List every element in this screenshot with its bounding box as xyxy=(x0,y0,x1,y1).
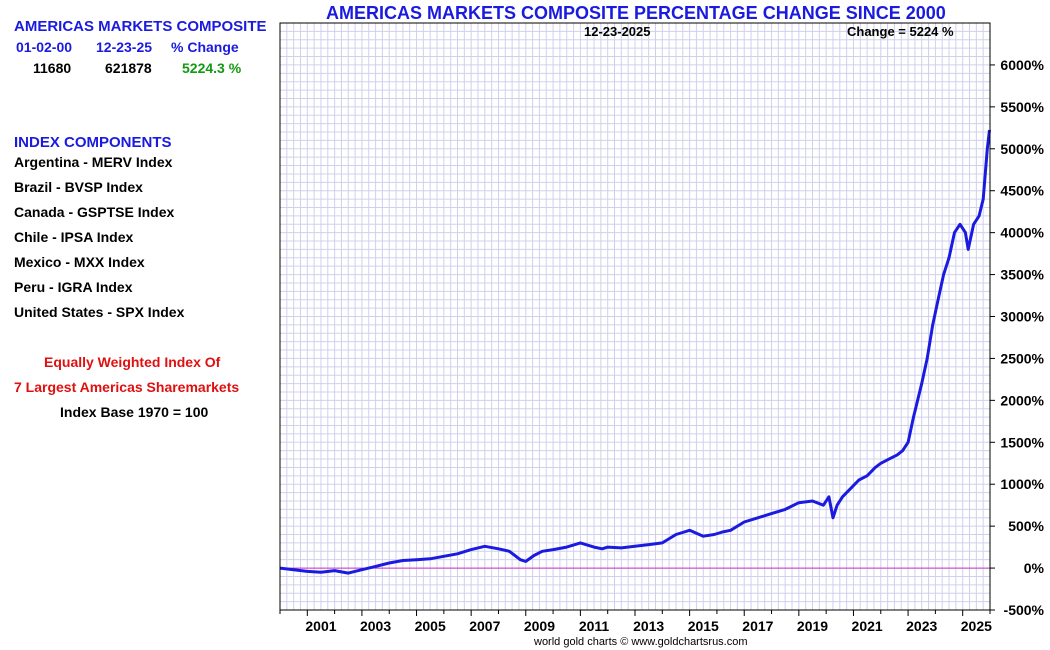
y-tick-label: -500% xyxy=(1004,602,1045,618)
end-value: 621878 xyxy=(105,60,152,76)
component-item: Peru - IGRA Index xyxy=(14,279,133,295)
x-axis: 2001 2003 2005 2007 2009 2011 2013 2015 2017 2019… xyxy=(279,610,992,634)
pct-change-header: % Change xyxy=(171,39,239,55)
y-tick-label: 6000% xyxy=(1000,57,1044,73)
x-tick-label: 2011 xyxy=(579,618,610,634)
y-tick-label: 500% xyxy=(1008,518,1044,534)
x-tick-label: 2007 xyxy=(469,618,500,634)
x-tick-label: 2021 xyxy=(852,618,883,634)
y-axis: -500% 0% 500% 1000% 1500% 2000% 2500% 3000% 3500… xyxy=(990,57,1045,618)
chart-date-label: 12-23-2025 xyxy=(584,24,651,39)
end-date-header: 12-23-25 xyxy=(96,39,153,55)
x-tick-label: 2009 xyxy=(524,618,555,634)
y-tick-label: 2500% xyxy=(1000,350,1044,366)
pct-change-value: 5224.3 % xyxy=(182,60,242,76)
y-tick-label: 2000% xyxy=(1000,392,1044,408)
credit: world gold charts © www.goldchartsrus.co… xyxy=(534,636,748,648)
y-tick-label: 3000% xyxy=(1000,309,1044,325)
chart-title: AMERICAS MARKETS COMPOSITE PERCENTAGE CH… xyxy=(326,3,946,23)
series-group xyxy=(279,129,991,575)
x-tick-label: 2015 xyxy=(688,618,719,634)
x-tick-label: 2003 xyxy=(360,618,391,634)
component-item: United States - SPX Index xyxy=(14,304,185,320)
description-line-3: Index Base 1970 = 100 xyxy=(60,404,209,420)
component-item: Argentina - MERV Index xyxy=(14,154,173,170)
x-tick-label: 2017 xyxy=(742,618,773,634)
component-item: Chile - IPSA Index xyxy=(14,229,134,245)
grid xyxy=(279,22,991,611)
y-tick-label: 4000% xyxy=(1000,225,1044,241)
start-value: 11680 xyxy=(33,60,72,76)
x-tick-label: 2005 xyxy=(415,618,446,634)
component-item: Brazil - BVSP Index xyxy=(14,179,143,195)
component-item: Mexico - MXX Index xyxy=(14,254,145,270)
summary-title: AMERICAS MARKETS COMPOSITE xyxy=(14,18,267,35)
y-tick-label: 5000% xyxy=(1000,141,1044,157)
y-tick-label: 1000% xyxy=(1000,476,1044,492)
description-line-1: Equally Weighted Index Of xyxy=(44,354,221,370)
x-tick-label: 2023 xyxy=(906,618,937,634)
y-tick-label: 0% xyxy=(1024,560,1045,576)
y-tick-label: 5500% xyxy=(1000,99,1044,115)
component-item: Canada - GSPTSE Index xyxy=(14,204,175,220)
description-line-2: 7 Largest Americas Sharemarkets xyxy=(14,379,240,395)
x-tick-label: 2025 xyxy=(961,618,992,634)
x-tick-label: 2013 xyxy=(633,618,664,634)
start-date-header: 01-02-00 xyxy=(16,39,73,55)
x-tick-label: 2001 xyxy=(305,618,336,634)
x-tick-label: 2019 xyxy=(797,618,828,634)
components-heading: INDEX COMPONENTS xyxy=(14,134,172,151)
y-tick-label: 1500% xyxy=(1000,434,1044,450)
chart-change-label: Change = 5224 % xyxy=(847,24,954,39)
y-tick-label: 4500% xyxy=(1000,183,1044,199)
y-tick-label: 3500% xyxy=(1000,267,1044,283)
series-line xyxy=(279,129,991,575)
